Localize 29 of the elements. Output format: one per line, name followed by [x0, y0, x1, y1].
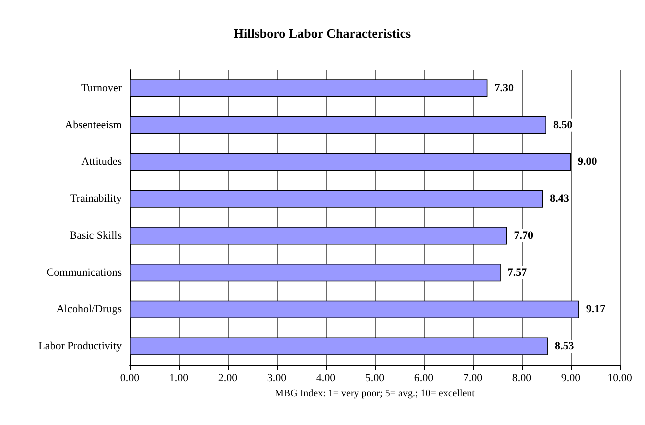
x-tick-label: 10.00: [608, 372, 633, 384]
y-tick-label: Trainability: [70, 193, 122, 206]
x-tick-label: 1.00: [169, 372, 190, 384]
y-tick-label: Alcohol/Drugs: [56, 304, 122, 316]
x-tick-label: 3.00: [267, 372, 288, 384]
y-tick-label: Turnover: [81, 82, 122, 94]
x-tick-label: 2.00: [218, 372, 238, 384]
y-tick-label: Attitudes: [82, 156, 122, 168]
data-label: 7.70: [514, 230, 534, 242]
data-label: 8.53: [554, 340, 575, 353]
x-tick-label: 9.00: [561, 372, 582, 384]
y-tick-label: Basic Skills: [70, 230, 122, 242]
x-tick-label: 4.00: [316, 372, 336, 384]
x-axis-title: MBG Index: 1= very poor; 5= avg.; 10= excellent: [275, 388, 476, 400]
data-label: 7.30: [494, 82, 514, 94]
data-label: 9.00: [578, 156, 598, 168]
data-label: 8.50: [554, 119, 574, 132]
y-tick-label: Absenteeism: [65, 119, 122, 132]
y-tick-label: Labor Productivity: [38, 340, 122, 353]
data-label: 7.57: [508, 266, 528, 279]
x-tick-label: 0.00: [120, 372, 140, 384]
x-tick-label: 8.00: [512, 372, 532, 384]
y-tick-label: Communications: [46, 266, 122, 279]
x-tick-label: 6.00: [414, 372, 434, 384]
data-label: 8.43: [550, 193, 570, 206]
x-tick-label: 7.00: [463, 372, 484, 384]
x-tick-label: 5.00: [365, 372, 386, 384]
chart-title: Hillsboro Labor Characteristics: [234, 26, 412, 41]
data-label: 9.17: [586, 304, 606, 316]
